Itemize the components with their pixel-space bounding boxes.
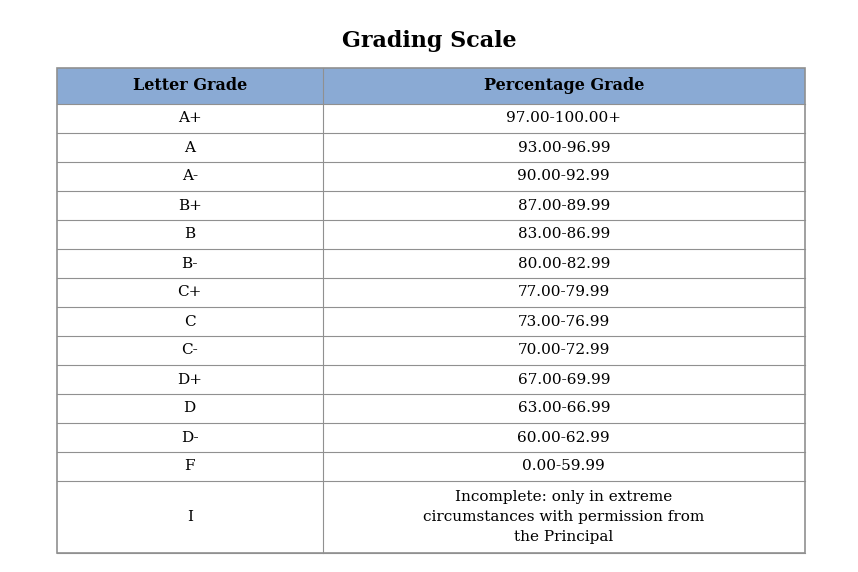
Bar (57, 68, 805, 104)
Bar (57, 133, 805, 162)
Bar (57, 162, 805, 191)
Text: Incomplete: only in extreme
circumstances with permission from
the Principal: Incomplete: only in extreme circumstance… (423, 491, 704, 543)
Text: 77.00-79.99: 77.00-79.99 (517, 285, 610, 300)
Text: A-: A- (182, 169, 198, 184)
Text: C: C (184, 315, 196, 328)
Text: A+: A+ (178, 112, 202, 125)
Bar (57, 249, 805, 278)
Text: I: I (187, 510, 193, 524)
Bar (57, 220, 805, 249)
Bar (57, 365, 805, 394)
Text: 60.00-62.99: 60.00-62.99 (517, 431, 610, 444)
Bar (57, 104, 805, 133)
Text: F: F (184, 459, 195, 474)
Text: B: B (184, 228, 196, 241)
Bar (57, 307, 805, 336)
Bar (57, 423, 805, 452)
Bar (57, 191, 805, 220)
Text: Letter Grade: Letter Grade (133, 77, 247, 94)
Text: D+: D+ (178, 372, 202, 387)
Bar (57, 278, 805, 307)
Text: Grading Scale: Grading Scale (341, 30, 517, 52)
Text: D: D (184, 402, 196, 415)
Text: A: A (184, 141, 196, 154)
Bar (57, 336, 805, 365)
Text: 97.00-100.00+: 97.00-100.00+ (506, 112, 621, 125)
Bar (57, 452, 805, 481)
Text: 63.00-66.99: 63.00-66.99 (517, 402, 610, 415)
Bar (57, 481, 805, 553)
Text: B+: B+ (178, 198, 202, 213)
Bar (57, 68, 805, 553)
Text: 70.00-72.99: 70.00-72.99 (517, 344, 610, 358)
Text: 0.00-59.99: 0.00-59.99 (523, 459, 605, 474)
Text: B-: B- (182, 256, 198, 271)
Text: 93.00-96.99: 93.00-96.99 (517, 141, 610, 154)
Text: 80.00-82.99: 80.00-82.99 (517, 256, 610, 271)
Text: C+: C+ (178, 285, 202, 300)
Text: 83.00-86.99: 83.00-86.99 (517, 228, 610, 241)
Bar (57, 394, 805, 423)
Text: 87.00-89.99: 87.00-89.99 (517, 198, 610, 213)
Text: D-: D- (181, 431, 198, 444)
Text: 90.00-92.99: 90.00-92.99 (517, 169, 610, 184)
Text: 67.00-69.99: 67.00-69.99 (517, 372, 610, 387)
Text: 73.00-76.99: 73.00-76.99 (517, 315, 610, 328)
Text: C-: C- (181, 344, 198, 358)
Text: Percentage Grade: Percentage Grade (484, 77, 644, 94)
